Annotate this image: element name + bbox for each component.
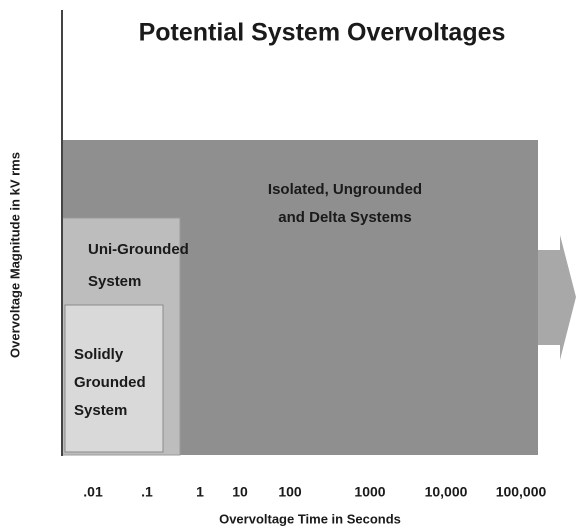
arrow bbox=[538, 235, 576, 360]
x-tick-label: .01 bbox=[83, 484, 103, 500]
x-tick-label: 1 bbox=[196, 484, 204, 500]
x-tick-label: 100 bbox=[278, 484, 302, 500]
solidly-grounded-region bbox=[64, 304, 164, 453]
y-axis-label: Overvoltage Magnitude in kV rms bbox=[7, 152, 22, 358]
region-label: Solidly bbox=[74, 346, 124, 363]
region-label: Grounded bbox=[74, 374, 146, 391]
region-label: System bbox=[74, 402, 127, 419]
x-ticks: .01 .1 1 10 100 1000 10,000 100,000 bbox=[83, 484, 546, 500]
region-label: Isolated, Ungrounded bbox=[268, 181, 422, 198]
title: Potential System Overvoltages bbox=[139, 19, 506, 47]
x-tick-label: .1 bbox=[141, 484, 153, 500]
region-label: and Delta Systems bbox=[278, 209, 411, 226]
x-tick-label: 10,000 bbox=[425, 484, 468, 500]
region-label: Uni-Grounded bbox=[88, 241, 189, 258]
x-axis-label: Overvoltage Time in Seconds bbox=[219, 511, 401, 526]
x-tick-label: 100,000 bbox=[496, 484, 547, 500]
region-label: System bbox=[88, 273, 141, 290]
x-tick-label: 10 bbox=[232, 484, 248, 500]
x-tick-label: 1000 bbox=[354, 484, 385, 500]
